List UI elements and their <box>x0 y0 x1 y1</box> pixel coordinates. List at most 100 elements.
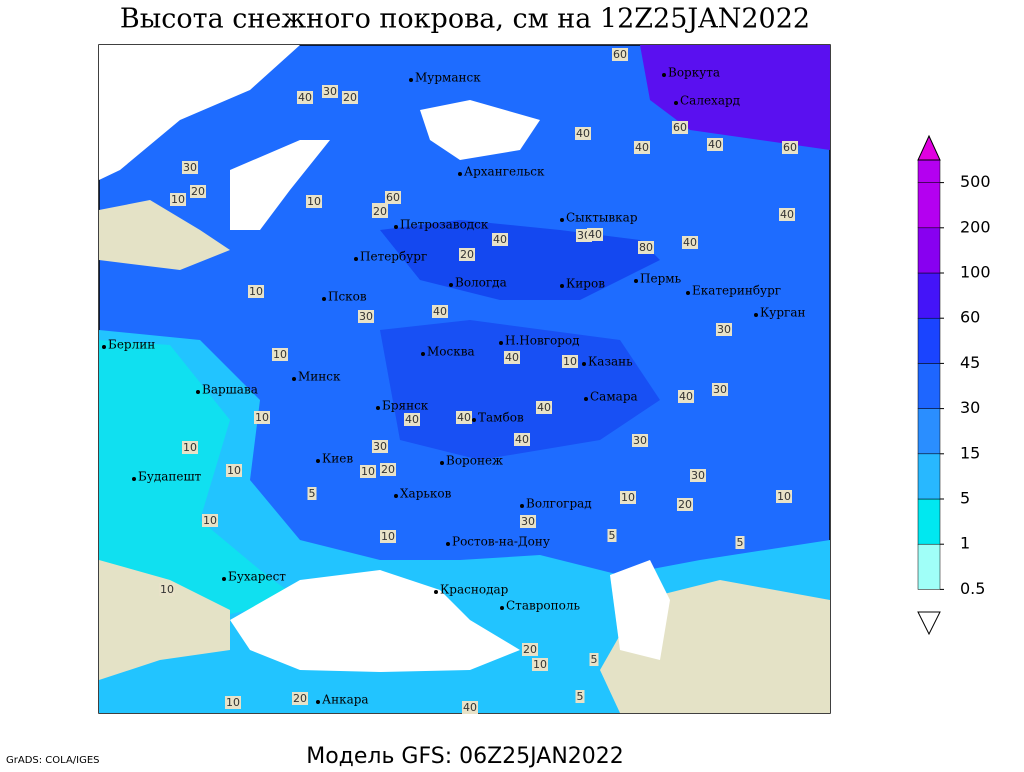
colorbar-segment <box>917 317 941 364</box>
contour-label: 10 <box>777 490 791 503</box>
city-dot <box>520 504 524 508</box>
contour-label-box <box>587 228 603 241</box>
map-title: Высота снежного покрова, см на 12Z25JAN2… <box>120 4 810 35</box>
city-dot <box>394 225 398 229</box>
contour-label-box <box>306 195 322 208</box>
city-dot <box>394 494 398 498</box>
city-label: Воронеж <box>446 454 503 468</box>
contour-label-box <box>532 658 548 671</box>
contour-label-box <box>190 185 206 198</box>
contour-label: 20 <box>373 205 387 218</box>
colorbar-segment <box>917 453 941 500</box>
contour-label: 30 <box>183 161 197 174</box>
contour-label-box <box>372 205 388 218</box>
contour-label-box <box>380 463 396 476</box>
contour-label: 20 <box>460 248 474 261</box>
contour-label-box <box>225 696 241 709</box>
contour-label-box <box>612 48 628 61</box>
contour-label: 30 <box>713 383 727 396</box>
city-dot <box>102 345 106 349</box>
contour-label-box <box>385 191 401 204</box>
colorbar-label: 200 <box>960 217 991 236</box>
city-dot <box>132 477 136 481</box>
contour-label: 30 <box>633 434 647 447</box>
contour-label-box <box>562 355 578 368</box>
black-sea <box>230 570 520 672</box>
colorbar-segment <box>917 363 941 409</box>
colorbar-segment <box>917 227 941 274</box>
colorbar-label: 15 <box>960 443 980 462</box>
contour-label-box <box>514 433 530 446</box>
city-label: Берлин <box>108 338 155 352</box>
contour-label-box <box>575 690 585 703</box>
city-label: Минск <box>298 370 341 384</box>
city-dot <box>434 590 438 594</box>
contour-label-box <box>404 413 420 426</box>
city-dot <box>499 341 503 345</box>
city-label: Сыктывкар <box>566 211 638 225</box>
city-label: Псков <box>328 290 367 304</box>
contour-label: 10 <box>160 583 174 596</box>
city-dot <box>196 390 200 394</box>
contour-label-box <box>607 529 617 542</box>
contour-label-box <box>380 530 396 543</box>
contour-label-box <box>678 390 694 403</box>
city-dot <box>560 218 564 222</box>
contour-label: 10 <box>227 464 241 477</box>
contour-label: 10 <box>249 285 263 298</box>
contour-label-box <box>360 465 376 478</box>
city-label: Киев <box>322 452 353 466</box>
deep-snow <box>380 320 660 460</box>
contour-label: 5 <box>577 690 584 703</box>
city-label: Самара <box>590 390 638 404</box>
city-dot <box>316 459 320 463</box>
city-dot <box>222 577 226 581</box>
city-label: Н.Новгород <box>505 334 580 348</box>
contour-label-box <box>677 498 693 511</box>
contour-label-box <box>202 514 218 527</box>
colorbar-label: 100 <box>960 263 991 282</box>
city-dot <box>500 606 504 610</box>
city-dot <box>662 73 666 77</box>
city-label: Ростов-на-Дону <box>452 535 550 549</box>
contour-label: 30 <box>691 469 705 482</box>
city-label: Волгоград <box>526 497 592 511</box>
contour-label: 30 <box>359 310 373 323</box>
city-label: Москва <box>427 345 475 359</box>
contour-label: 40 <box>457 411 471 424</box>
contour-label: 10 <box>226 696 240 709</box>
city-label: Воркута <box>668 66 720 80</box>
contour-label-box <box>520 515 536 528</box>
city-dot <box>449 283 453 287</box>
thin-snow <box>99 340 300 640</box>
contour-label: 10 <box>307 195 321 208</box>
city-label: Харьков <box>400 487 452 501</box>
city-label: Пермь <box>640 272 682 286</box>
contour-label-box <box>776 490 792 503</box>
colorbar-cap <box>917 134 941 161</box>
contour-label-box <box>672 121 688 134</box>
contour-label-box <box>456 411 472 424</box>
contour-label: 40 <box>780 208 794 221</box>
footer: Модель GFS: 06Z25JAN2022 <box>306 744 624 768</box>
contour-label-box <box>254 411 270 424</box>
city-label: Казань <box>588 355 633 369</box>
contour-label-box <box>504 351 520 364</box>
colorbar-label: 30 <box>960 398 980 417</box>
colorbar-label: 60 <box>960 308 980 327</box>
contour-label: 40 <box>433 305 447 318</box>
contour-label: 10 <box>255 411 269 424</box>
contour-label-box <box>358 310 374 323</box>
colorbar-segment <box>917 182 941 229</box>
contour-label: 10 <box>361 465 375 478</box>
contour-label-box <box>292 692 308 705</box>
contour-label-box <box>522 643 538 656</box>
contour-label-box <box>782 141 798 154</box>
city-dot <box>421 352 425 356</box>
colorbar-segment <box>917 272 941 319</box>
colorbar-label: 5 <box>960 489 970 508</box>
city-dot <box>686 291 690 295</box>
contour-label: 40 <box>683 236 697 249</box>
contour-label-box <box>589 653 599 666</box>
contour-label: 40 <box>537 401 551 414</box>
